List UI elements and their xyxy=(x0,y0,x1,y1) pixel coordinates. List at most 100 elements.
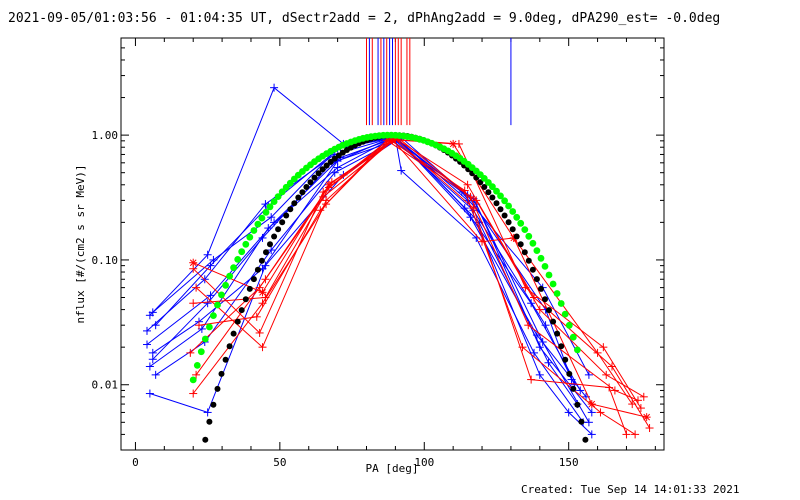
data-point-asterisk xyxy=(258,288,267,297)
model-black-point xyxy=(218,370,225,377)
model-black-point xyxy=(214,385,221,392)
model-black-point xyxy=(558,343,565,350)
data-point-plus xyxy=(145,362,154,371)
data-point-plus xyxy=(186,348,195,357)
series-line xyxy=(155,136,584,423)
series-line xyxy=(193,137,651,429)
model-green-point xyxy=(493,187,500,195)
model-green-point xyxy=(218,291,225,299)
model-green-point xyxy=(230,264,238,271)
data-point-plus xyxy=(636,404,645,413)
data-point-plus xyxy=(535,305,544,314)
model-green-point xyxy=(262,208,270,216)
model-black-point xyxy=(331,155,338,162)
data-point-asterisk xyxy=(642,413,651,422)
model-black-point xyxy=(307,179,314,186)
model-black-point xyxy=(517,241,524,248)
data-point-plus xyxy=(593,348,602,357)
model-green-point xyxy=(234,256,242,263)
model-black-point xyxy=(291,200,298,207)
model-black-point xyxy=(226,343,233,350)
model-green-point xyxy=(250,227,258,234)
data-point-plus xyxy=(605,383,614,392)
model-green-point xyxy=(521,226,529,234)
model-green-point xyxy=(274,193,282,201)
data-point-plus xyxy=(530,348,539,357)
x-tick-label: 150 xyxy=(559,456,579,469)
model-black-point xyxy=(210,401,217,408)
data-point-plus xyxy=(258,343,267,352)
data-point-plus xyxy=(460,204,469,213)
model-black-point xyxy=(485,189,492,196)
x-axis-label: PA [deg] xyxy=(366,462,419,475)
x-tick-label: 0 xyxy=(132,456,139,469)
data-point-plus xyxy=(472,196,481,205)
data-point-plus xyxy=(524,321,533,330)
model-black-point xyxy=(497,206,504,213)
data-point-plus xyxy=(261,275,270,284)
data-point-plus xyxy=(466,192,475,201)
model-black-point xyxy=(303,184,310,190)
model-black-point xyxy=(258,257,265,264)
model-green-point xyxy=(574,346,581,354)
model-green-point xyxy=(258,214,266,222)
model-black-point xyxy=(525,257,532,264)
data-point-plus xyxy=(252,312,261,321)
model-curves-group xyxy=(189,131,589,443)
model-black-point xyxy=(263,249,269,256)
model-black-point xyxy=(271,233,278,240)
data-point-plus xyxy=(148,348,157,357)
data-point-plus xyxy=(189,389,198,398)
model-green-point xyxy=(242,240,250,248)
data-point-plus xyxy=(527,299,536,308)
model-green-point xyxy=(497,192,504,200)
data-point-plus xyxy=(206,291,215,300)
model-green-point xyxy=(533,247,541,255)
data-point-plus xyxy=(535,343,544,352)
model-green-point xyxy=(525,232,533,240)
model-green-point xyxy=(197,348,205,356)
data-point-plus xyxy=(206,261,215,270)
data-point-plus xyxy=(194,321,203,330)
model-black-point xyxy=(570,385,577,392)
model-green-point xyxy=(266,203,274,211)
model-black-point xyxy=(489,194,496,201)
model-black-point xyxy=(542,296,548,303)
series-line xyxy=(193,139,647,418)
model-black-point xyxy=(250,276,257,283)
data-point-plus xyxy=(267,246,276,255)
model-black-point xyxy=(327,158,334,165)
model-green-point xyxy=(489,183,496,191)
model-black-point xyxy=(521,249,528,256)
series-line xyxy=(146,137,573,380)
series-line xyxy=(198,139,645,398)
data-point-plus xyxy=(145,389,154,398)
model-green-point xyxy=(565,321,573,329)
model-green-point xyxy=(246,233,254,241)
model-green-point xyxy=(254,220,262,228)
series-line xyxy=(195,138,627,435)
series-line xyxy=(195,138,633,405)
data-point-asterisk xyxy=(324,180,333,189)
model-green-point xyxy=(569,333,577,341)
model-green-point xyxy=(226,272,234,280)
model-green-point xyxy=(513,213,521,221)
model-green-point xyxy=(529,239,537,247)
model-black-point xyxy=(283,212,290,219)
model-green-point xyxy=(553,290,561,297)
model-green-point xyxy=(549,280,557,288)
data-point-plus xyxy=(599,343,608,352)
series-line xyxy=(192,138,642,409)
data-point-plus xyxy=(576,386,585,395)
model-black-point xyxy=(254,266,261,273)
model-black-point xyxy=(323,162,330,169)
model-green-point xyxy=(282,183,290,191)
model-black-point xyxy=(230,330,237,337)
model-black-point xyxy=(550,318,557,325)
data-point-plus xyxy=(203,250,212,259)
model-black-point xyxy=(287,206,294,213)
data-point-plus xyxy=(645,424,654,433)
data-point-plus xyxy=(634,396,643,405)
data-point-plus xyxy=(587,408,596,417)
